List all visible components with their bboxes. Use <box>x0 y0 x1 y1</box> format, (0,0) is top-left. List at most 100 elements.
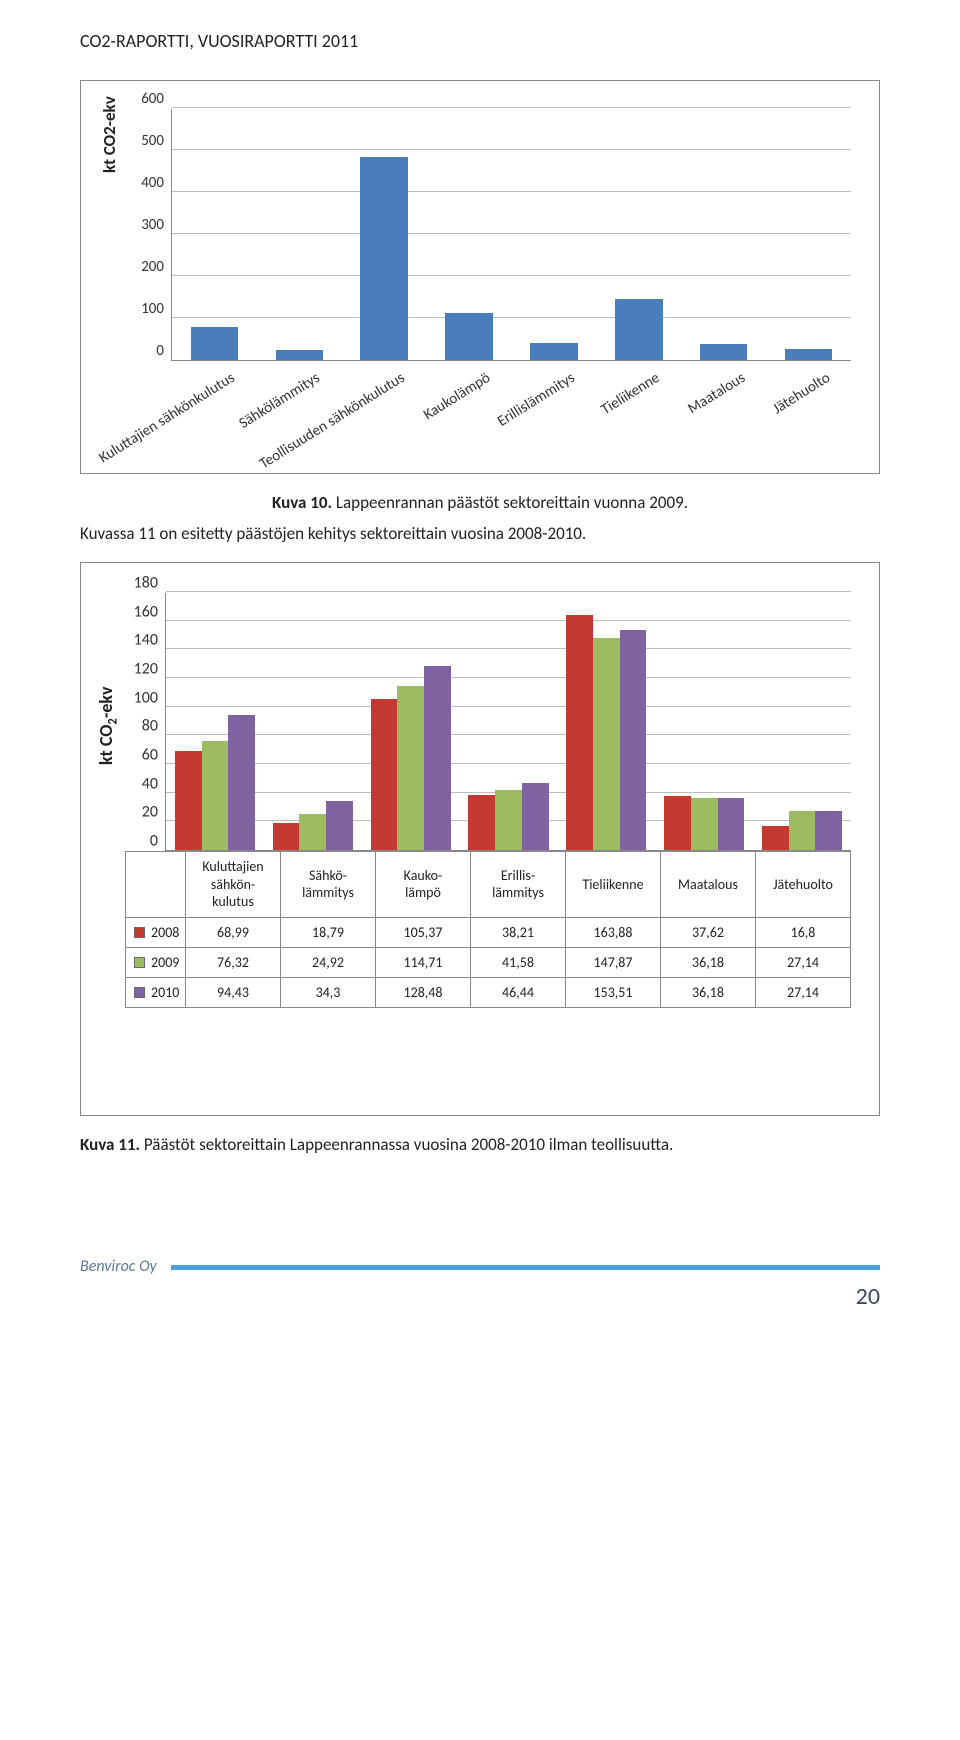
chart2-bar <box>397 686 424 850</box>
chart1-plot: 0100200300400500600 <box>171 109 851 361</box>
chart1-category-label: Jätehuolto <box>769 369 833 418</box>
chart2-table-header: Kauko-lämpö <box>376 852 471 918</box>
chart1-ylabel: kt CO2-ekv <box>99 96 120 173</box>
chart2-table-cell: 24,92 <box>281 947 376 977</box>
chart2-ytick: 20 <box>142 803 166 822</box>
chart2-table-cell: 94,43 <box>186 977 281 1007</box>
chart2-bar <box>326 801 353 850</box>
body-text-1: Kuvassa 11 on esitetty päästöjen kehitys… <box>80 523 880 544</box>
chart2-table-cell: 128,48 <box>376 977 471 1007</box>
chart2-ytick: 140 <box>134 631 166 650</box>
chart2-table-cell: 34,3 <box>281 977 376 1007</box>
chart2-table-header: Sähkö-lämmitys <box>281 852 376 918</box>
chart1-category-label: Kaukolämpö <box>420 369 493 424</box>
chart2-table-cell: 27,14 <box>756 977 851 1007</box>
chart2-table-cell: 38,21 <box>471 917 566 947</box>
chart2-bar <box>522 783 549 850</box>
chart2-ylabel: kt CO2-ekv <box>95 686 121 765</box>
page-footer: Benviroc Oy 20 <box>80 1265 880 1276</box>
chart2-box: kt CO2-ekv 020406080100120140160180 Kulu… <box>80 562 880 1116</box>
chart2-table-cell: 27,14 <box>756 947 851 977</box>
chart1-bar <box>700 344 748 360</box>
chart1-category-label: Erillislämmitys <box>494 369 578 431</box>
chart2-ytick: 0 <box>150 832 166 851</box>
chart2-ytick: 160 <box>134 602 166 621</box>
chart2-bar <box>762 826 789 850</box>
caption1-bold: Kuva 10. <box>272 492 332 513</box>
chart1-ytick: 0 <box>156 342 172 360</box>
chart2-bar <box>424 666 451 850</box>
chart1-ytick: 100 <box>141 300 172 318</box>
chart2-ytick: 100 <box>134 688 166 707</box>
chart1-category-label: Tieliikenne <box>598 369 663 419</box>
chart2-table-cell: 36,18 <box>661 977 756 1007</box>
chart2-table-cell: 18,79 <box>281 917 376 947</box>
chart2-table-header: Kuluttajiensähkön-kulutus <box>186 852 281 918</box>
chart1-bar <box>276 350 324 361</box>
chart2-ytick: 180 <box>134 574 166 593</box>
chart2-ytick: 60 <box>142 746 166 765</box>
chart2-table-cell: 46,44 <box>471 977 566 1007</box>
chart2-plot: 020406080100120140160180 <box>165 593 851 851</box>
chart1-categories: Kuluttajien sähkönkulutusSähkölämmitysTe… <box>171 365 851 463</box>
chart2-bar <box>664 796 691 850</box>
chart2-bar <box>718 798 745 850</box>
chart2-bar <box>815 811 842 850</box>
chart2-table-cell: 36,18 <box>661 947 756 977</box>
chart1-category-label: Teollisuuden sähkönkulutus <box>257 369 409 473</box>
chart2-bar <box>273 823 300 850</box>
caption-1: Kuva 10. Lappeenrannan päästöt sektoreit… <box>80 492 880 513</box>
chart1-ytick: 500 <box>141 132 172 150</box>
chart2-table-header: Maatalous <box>661 852 756 918</box>
chart2-ytick: 40 <box>142 774 166 793</box>
caption1-rest: Lappeenrannan päästöt sektoreittain vuon… <box>332 492 688 513</box>
footer-page-number: 20 <box>856 1282 880 1311</box>
chart2-series-label: 2010 <box>126 977 186 1007</box>
chart2-bar <box>566 615 593 850</box>
chart2-table-cell: 114,71 <box>376 947 471 977</box>
chart1-bar <box>785 349 833 360</box>
chart1-ytick: 600 <box>141 90 172 108</box>
chart2-table-cell: 37,62 <box>661 917 756 947</box>
chart2-table-header: Tieliikenne <box>566 852 661 918</box>
chart1-box: kt CO2-ekv 0100200300400500600 Kuluttaji… <box>80 80 880 474</box>
footer-company: Benviroc Oy <box>80 1257 171 1276</box>
chart2-table-cell: 68,99 <box>186 917 281 947</box>
chart2-table-cell: 153,51 <box>566 977 661 1007</box>
chart1-ytick: 300 <box>141 216 172 234</box>
chart2-bar <box>175 751 202 850</box>
chart2-bar <box>620 630 647 850</box>
chart2-bar <box>495 790 522 850</box>
chart2-bar <box>789 811 816 850</box>
chart2-table-cell: 76,32 <box>186 947 281 977</box>
chart2-bar <box>202 741 229 850</box>
chart2-data-table: Kuluttajiensähkön-kulutusSähkö-lämmitysK… <box>125 851 851 1008</box>
chart2-table-cell: 41,58 <box>471 947 566 977</box>
chart2-table-cell: 163,88 <box>566 917 661 947</box>
chart1-ytick: 400 <box>141 174 172 192</box>
chart2-ytick: 120 <box>134 660 166 679</box>
chart1-bar <box>530 343 578 360</box>
chart2-table-header: Erillis-lämmitys <box>471 852 566 918</box>
chart2-bar <box>468 795 495 850</box>
caption2-rest: Päästöt sektoreittain Lappeenrannassa vu… <box>140 1134 673 1155</box>
chart1-bar <box>191 327 239 360</box>
chart2-bar <box>691 798 718 850</box>
caption2-bold: Kuva 11. <box>80 1134 140 1155</box>
chart1-bar <box>360 157 408 360</box>
chart1-bar <box>615 299 663 360</box>
chart2-ytick: 80 <box>142 717 166 736</box>
chart2-bar <box>371 699 398 850</box>
chart2-table-header: Jätehuolto <box>756 852 851 918</box>
chart2-bar <box>228 715 255 850</box>
chart2-bar <box>299 814 326 850</box>
chart1-bar <box>445 313 493 360</box>
chart1-category-label: Maatalous <box>684 369 748 418</box>
chart1-category-label: Kuluttajien sähkönkulutus <box>96 369 238 467</box>
caption-2: Kuva 11. Päästöt sektoreittain Lappeenra… <box>80 1134 880 1155</box>
chart2-table-cell: 147,87 <box>566 947 661 977</box>
chart2-table-cell: 16,8 <box>756 917 851 947</box>
chart2-series-label: 2008 <box>126 917 186 947</box>
chart2-series-label: 2009 <box>126 947 186 977</box>
chart2-table-cell: 105,37 <box>376 917 471 947</box>
